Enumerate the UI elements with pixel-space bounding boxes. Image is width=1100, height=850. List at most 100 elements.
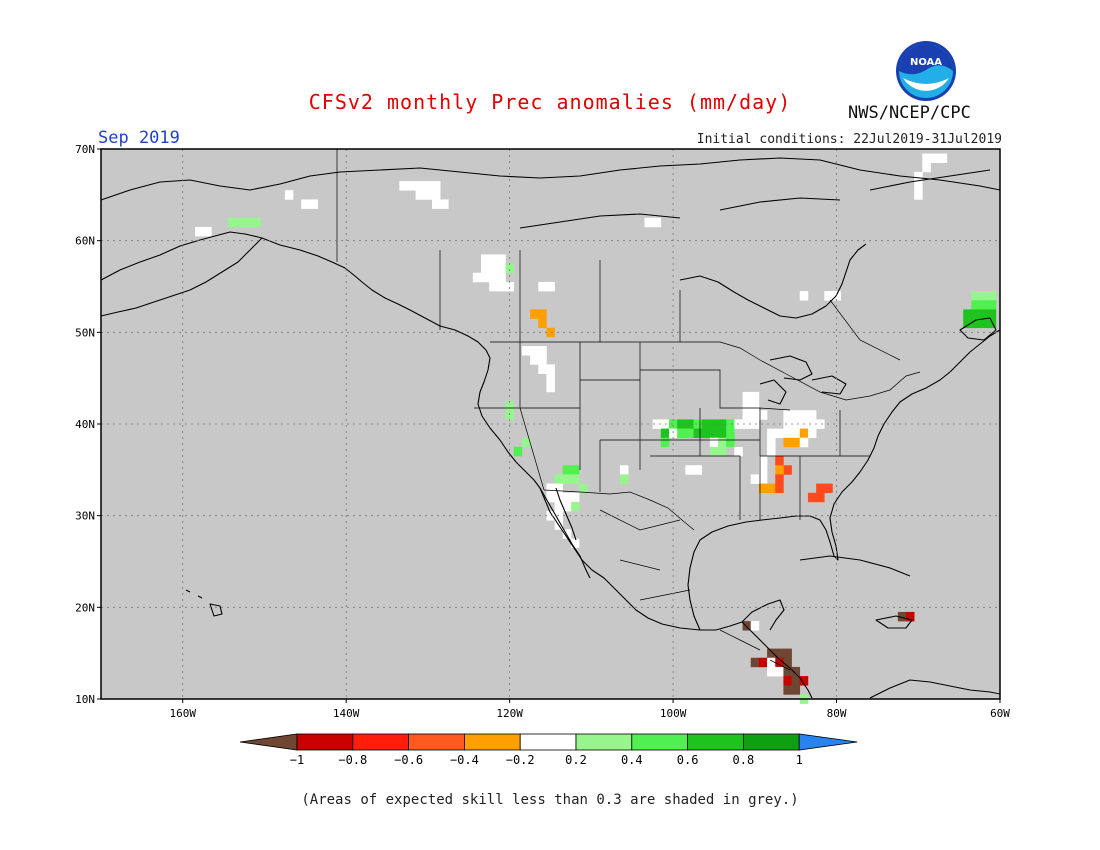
anomaly-cell <box>252 217 261 228</box>
forecast-month: Sep 2019 <box>98 128 180 148</box>
anomaly-cell <box>807 492 817 503</box>
anomaly-cell <box>783 465 792 475</box>
anomaly-cell <box>775 483 784 494</box>
anomaly-cell <box>791 419 801 429</box>
anomaly-cell <box>546 382 555 393</box>
lat-tick-label: 40N <box>75 418 95 431</box>
anomaly-cell <box>701 428 711 439</box>
anomaly-cell <box>775 648 784 659</box>
anomaly-cell <box>750 474 760 484</box>
anomaly-cell <box>971 291 980 301</box>
us-mexico-border <box>543 489 695 531</box>
anomaly-cell <box>554 501 564 512</box>
anomaly-cell <box>709 437 719 448</box>
anomaly-cell <box>775 657 784 668</box>
anomaly-cell <box>497 254 506 264</box>
anomaly-cell <box>914 171 923 182</box>
anomaly-cell <box>758 410 768 420</box>
anomaly-cell <box>562 465 572 475</box>
anomaly-cell <box>481 263 490 274</box>
anomaly-cell <box>816 419 825 429</box>
anomaly-cell <box>554 483 564 494</box>
anomaly-cell <box>718 419 727 429</box>
anomaly-cell <box>538 355 547 365</box>
anomaly-cell <box>562 474 572 484</box>
anomaly-cell <box>767 483 776 494</box>
anomaly-cell <box>669 428 678 439</box>
anomaly-cell <box>244 217 253 228</box>
anomaly-cell <box>685 465 694 475</box>
anomaly-cell <box>807 419 817 429</box>
anomaly-cell <box>415 190 425 200</box>
anomaly-cell <box>987 291 997 301</box>
anomaly-cell <box>816 483 825 494</box>
anomaly-cell <box>538 318 547 329</box>
anomaly-cell <box>227 217 237 228</box>
anomaly-cell <box>767 437 776 448</box>
anomaly-cell <box>783 666 792 677</box>
anomaly-cell <box>709 428 719 439</box>
anomaly-cell <box>693 419 702 429</box>
anomaly-cell <box>521 346 531 356</box>
anomaly-cell <box>726 419 735 429</box>
anomaly-cell <box>807 410 817 420</box>
anomaly-cell <box>963 309 972 319</box>
anomaly-cell <box>538 346 547 356</box>
anomaly-cell <box>922 162 931 173</box>
political-borders <box>336 149 921 671</box>
anomaly-cell <box>767 648 776 659</box>
anomaly-cell <box>431 181 441 191</box>
anomaly-cell <box>971 318 980 329</box>
anomaly-cell <box>709 446 719 457</box>
agency-label: NWS/NCEP/CPC <box>848 103 971 123</box>
anomaly-cell <box>546 492 555 503</box>
lat-tick-label: 50N <box>75 326 95 339</box>
anomaly-cell <box>783 657 792 668</box>
anomaly-cell <box>726 428 735 439</box>
anomaly-cell <box>767 428 776 439</box>
anomaly-cell <box>987 300 997 310</box>
north-america-coast <box>100 231 813 699</box>
anomaly-cell <box>750 657 760 668</box>
anomaly-cell <box>742 391 752 402</box>
anomaly-cell <box>791 666 801 677</box>
anomaly-cell <box>619 465 629 475</box>
anomaly-cell <box>750 419 760 429</box>
anomaly-cell <box>194 226 204 237</box>
anomaly-cell <box>742 410 752 420</box>
anomaly-cell <box>758 456 768 466</box>
anomaly-map: 70N 60N 50N 40N 30N 20N 10N 160W 140W 120W 100W 80… <box>75 143 1010 720</box>
anomaly-cell <box>562 501 572 512</box>
baja-peninsula <box>539 487 591 579</box>
anomaly-cell <box>530 346 539 356</box>
anomaly-cell <box>505 401 515 411</box>
anomaly-cell <box>758 465 768 475</box>
anomaly-cell <box>546 364 555 374</box>
anomaly-cell <box>783 676 792 686</box>
anomaly-cell <box>513 446 523 457</box>
anomaly-cell <box>791 428 801 439</box>
anomaly-cell <box>734 446 743 457</box>
anomaly-cell <box>497 272 506 283</box>
anomaly-cell <box>235 217 245 228</box>
anomaly-cell <box>423 181 433 191</box>
lat-tick-label: 10N <box>75 693 95 706</box>
anomaly-cell <box>423 190 433 200</box>
arctic-coast <box>100 157 1001 201</box>
anomaly-cell <box>546 281 555 292</box>
anomaly-cell <box>481 254 490 264</box>
anomaly-cell <box>767 666 776 677</box>
anomaly-cell <box>497 281 506 292</box>
anomaly-cell <box>775 465 784 475</box>
lon-tick-label: 140W <box>333 707 360 720</box>
anomaly-cell <box>538 281 547 292</box>
anomaly-cell <box>971 309 980 319</box>
anomaly-cell <box>742 419 752 429</box>
cuba <box>799 555 911 577</box>
anomaly-cell <box>579 483 588 494</box>
anomaly-cell <box>758 657 768 668</box>
hudson-bay <box>679 243 867 319</box>
anomaly-cell <box>718 428 727 439</box>
gulf-coast <box>687 329 1001 631</box>
anomaly-cell <box>570 465 580 475</box>
